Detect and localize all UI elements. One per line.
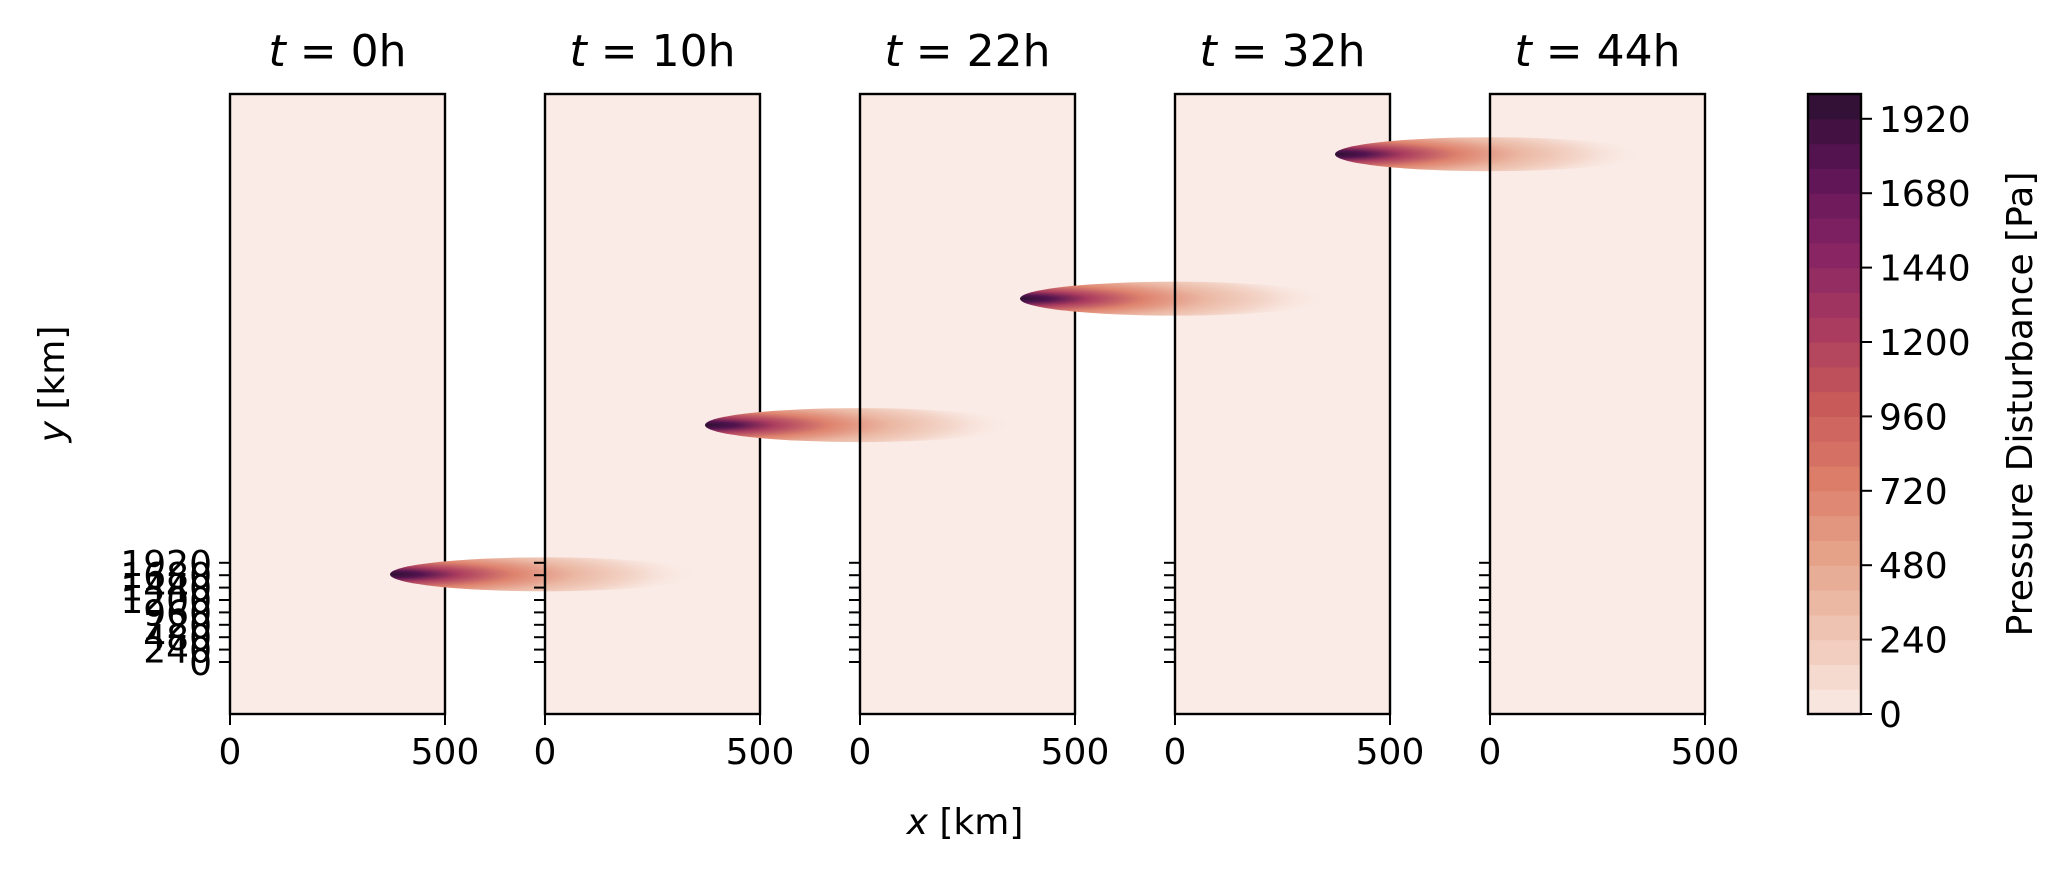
colorbar: 0 240 480 720 960 1200 1440 1680 1920 Pressure Di… bbox=[1806, 92, 2041, 736]
colorbar-tick-label: 720 bbox=[1879, 472, 1948, 513]
colorbar-level bbox=[1808, 565, 1861, 591]
colorbar-tick-label: 0 bbox=[1879, 695, 1902, 736]
x-tick-label: 0 bbox=[219, 732, 242, 773]
colorbar-level bbox=[1808, 614, 1861, 641]
colorbar-level bbox=[1808, 143, 1861, 169]
x-tick-label: 0 bbox=[534, 732, 557, 773]
y-tick-label: 1920 bbox=[120, 544, 212, 585]
x-tick-label: 500 bbox=[411, 732, 480, 773]
colorbar-label: Pressure Disturbance [Pa] bbox=[2000, 172, 2041, 637]
colorbar-level bbox=[1808, 366, 1861, 393]
panel-background bbox=[230, 94, 445, 714]
colorbar-tick-label: 1440 bbox=[1879, 249, 1971, 290]
colorbar-level bbox=[1808, 267, 1861, 293]
colorbar-tick-label: 240 bbox=[1879, 621, 1948, 662]
x-tick-label: 500 bbox=[1041, 732, 1110, 773]
colorbar-level bbox=[1808, 590, 1861, 616]
x-tick-label: 0 bbox=[849, 732, 872, 773]
colorbar-frame bbox=[1806, 92, 1863, 716]
colorbar-level bbox=[1808, 664, 1861, 690]
x-tick-label: 500 bbox=[1671, 732, 1740, 773]
panel-background bbox=[1490, 94, 1705, 714]
colorbar-level bbox=[1808, 118, 1861, 145]
panel-title: t = 0h bbox=[269, 26, 407, 77]
colorbar-level bbox=[1808, 639, 1861, 665]
y-tick-label: 0 bbox=[189, 643, 212, 684]
y-tick-label: 480 bbox=[143, 618, 212, 659]
panel-frame bbox=[543, 92, 762, 716]
panel-background bbox=[860, 94, 1075, 714]
panel-background bbox=[1175, 94, 1390, 714]
y-tick-label: 240 bbox=[143, 631, 212, 672]
colorbar-level bbox=[1808, 193, 1861, 219]
y-tick-label: 1680 bbox=[120, 556, 212, 597]
panel-10h: t = 10h 0 500 bbox=[390, 26, 794, 773]
y-tick-label: 1440 bbox=[120, 569, 212, 610]
colorbar-level bbox=[1808, 416, 1861, 442]
colorbar-tick-label: 1920 bbox=[1879, 100, 1971, 141]
colorbar-tick-label: 960 bbox=[1879, 397, 1948, 438]
panel-44h: t = 44h 0 500 bbox=[1335, 26, 1739, 773]
panel-title: t = 44h bbox=[1515, 26, 1681, 77]
colorbar-tick-label: 1200 bbox=[1879, 323, 1971, 364]
axis-labels: x [km] y [km] bbox=[32, 326, 1023, 843]
colorbar-tick-label: 1680 bbox=[1879, 174, 1971, 215]
y-tick-label: 960 bbox=[143, 593, 212, 634]
colorbar-level bbox=[1808, 94, 1861, 120]
panel-title: t = 10h bbox=[570, 26, 736, 77]
x-tick-label: 500 bbox=[726, 732, 795, 773]
colorbar-level bbox=[1808, 342, 1861, 368]
panel-32h: t = 32h 0 500 bbox=[1020, 26, 1424, 773]
x-tick-label: 500 bbox=[1356, 732, 1425, 773]
colorbar-level bbox=[1808, 168, 1861, 194]
colorbar-level bbox=[1808, 242, 1861, 269]
colorbar-tick-label: 480 bbox=[1879, 546, 1948, 587]
colorbar-level bbox=[1808, 292, 1861, 318]
panel-frame bbox=[228, 92, 447, 716]
colorbar-level bbox=[1808, 515, 1861, 541]
colorbar-level bbox=[1808, 441, 1861, 467]
colorbar-level bbox=[1808, 540, 1861, 566]
x-tick-label: 0 bbox=[1164, 732, 1187, 773]
x-axis-label: x [km] bbox=[906, 802, 1024, 843]
colorbar-level bbox=[1808, 466, 1861, 492]
colorbar-level bbox=[1808, 391, 1861, 417]
colorbar-level bbox=[1808, 317, 1861, 343]
colorbar-level bbox=[1808, 689, 1861, 715]
y-axis-label: y [km] bbox=[32, 326, 73, 444]
colorbar-level bbox=[1808, 218, 1861, 244]
y-tick-label: 1200 bbox=[120, 581, 212, 622]
panel-background bbox=[545, 94, 760, 714]
panel-22h: t = 22h 0 500 bbox=[705, 26, 1109, 773]
panel-frame bbox=[1488, 92, 1707, 716]
panel-frame bbox=[858, 92, 1077, 716]
y-tick-label: 720 bbox=[143, 606, 212, 647]
colorbar-level bbox=[1808, 490, 1861, 517]
panel-title: t = 32h bbox=[1200, 26, 1366, 77]
panel-title: t = 22h bbox=[885, 26, 1051, 77]
x-tick-label: 0 bbox=[1479, 732, 1502, 773]
panel-frame bbox=[1173, 92, 1392, 716]
panels-group: t = 0h0 50002404807209601200144016801920t… bbox=[120, 26, 1739, 773]
